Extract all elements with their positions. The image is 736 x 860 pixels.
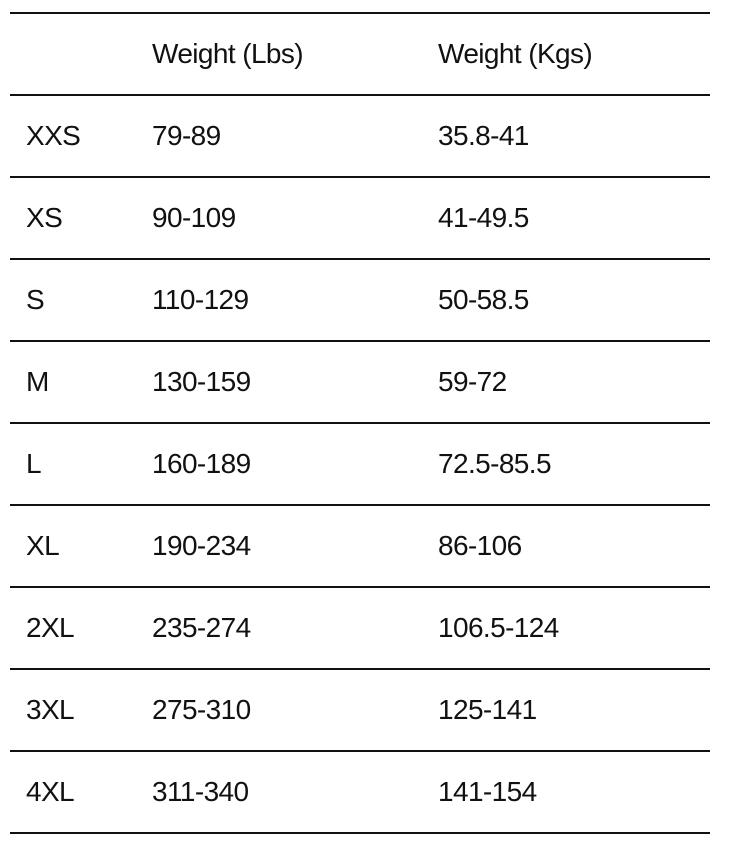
weight-lbs-cell: 90-109 xyxy=(152,202,236,233)
weight-kgs-cell: 35.8-41 xyxy=(438,120,529,151)
table-row: 2XL 235-274 106.5-124 xyxy=(10,588,710,670)
weight-lbs-cell: 235-274 xyxy=(152,612,251,643)
weight-lbs-cell: 190-234 xyxy=(152,530,251,561)
weight-kgs-cell: 86-106 xyxy=(438,530,522,561)
table-row: S 110-129 50-58.5 xyxy=(10,260,710,342)
table-header-row: Weight (Lbs) Weight (Kgs) xyxy=(10,14,710,96)
weight-lbs-cell: 110-129 xyxy=(152,284,249,315)
table-row: XS 90-109 41-49.5 xyxy=(10,178,710,260)
table-row: 3XL 275-310 125-141 xyxy=(10,670,710,752)
weight-kgs-cell: 50-58.5 xyxy=(438,284,529,315)
header-weight-kgs: Weight (Kgs) xyxy=(438,38,593,69)
table-row: XL 190-234 86-106 xyxy=(10,506,710,588)
table-row: XXS 79-89 35.8-41 xyxy=(10,96,710,178)
size-cell: 3XL xyxy=(26,694,75,725)
table-row: L 160-189 72.5-85.5 xyxy=(10,424,710,506)
weight-lbs-cell: 130-159 xyxy=(152,366,251,397)
weight-kgs-cell: 141-154 xyxy=(438,776,537,807)
size-cell: XL xyxy=(26,530,60,561)
weight-lbs-cell: 275-310 xyxy=(152,694,251,725)
size-cell: XXS xyxy=(26,120,81,151)
weight-kgs-cell: 41-49.5 xyxy=(438,202,529,233)
table-row: M 130-159 59-72 xyxy=(10,342,710,424)
size-weight-table: Weight (Lbs) Weight (Kgs) XXS 79-89 35.8-4… xyxy=(10,12,710,834)
weight-kgs-cell: 59-72 xyxy=(438,366,507,397)
table-row: 4XL 311-340 141-154 xyxy=(10,752,710,834)
size-cell: M xyxy=(26,366,49,397)
header-weight-lbs: Weight (Lbs) xyxy=(152,38,304,69)
size-cell: L xyxy=(26,448,42,479)
weight-lbs-cell: 311-340 xyxy=(152,776,249,807)
weight-lbs-cell: 160-189 xyxy=(152,448,251,479)
size-cell: 2XL xyxy=(26,612,75,643)
weight-lbs-cell: 79-89 xyxy=(152,120,221,151)
weight-kgs-cell: 125-141 xyxy=(438,694,537,725)
size-cell: 4XL xyxy=(26,776,75,807)
size-cell: S xyxy=(26,284,45,315)
weight-kgs-cell: 72.5-85.5 xyxy=(438,448,552,479)
weight-kgs-cell: 106.5-124 xyxy=(438,612,559,643)
size-cell: XS xyxy=(26,202,63,233)
